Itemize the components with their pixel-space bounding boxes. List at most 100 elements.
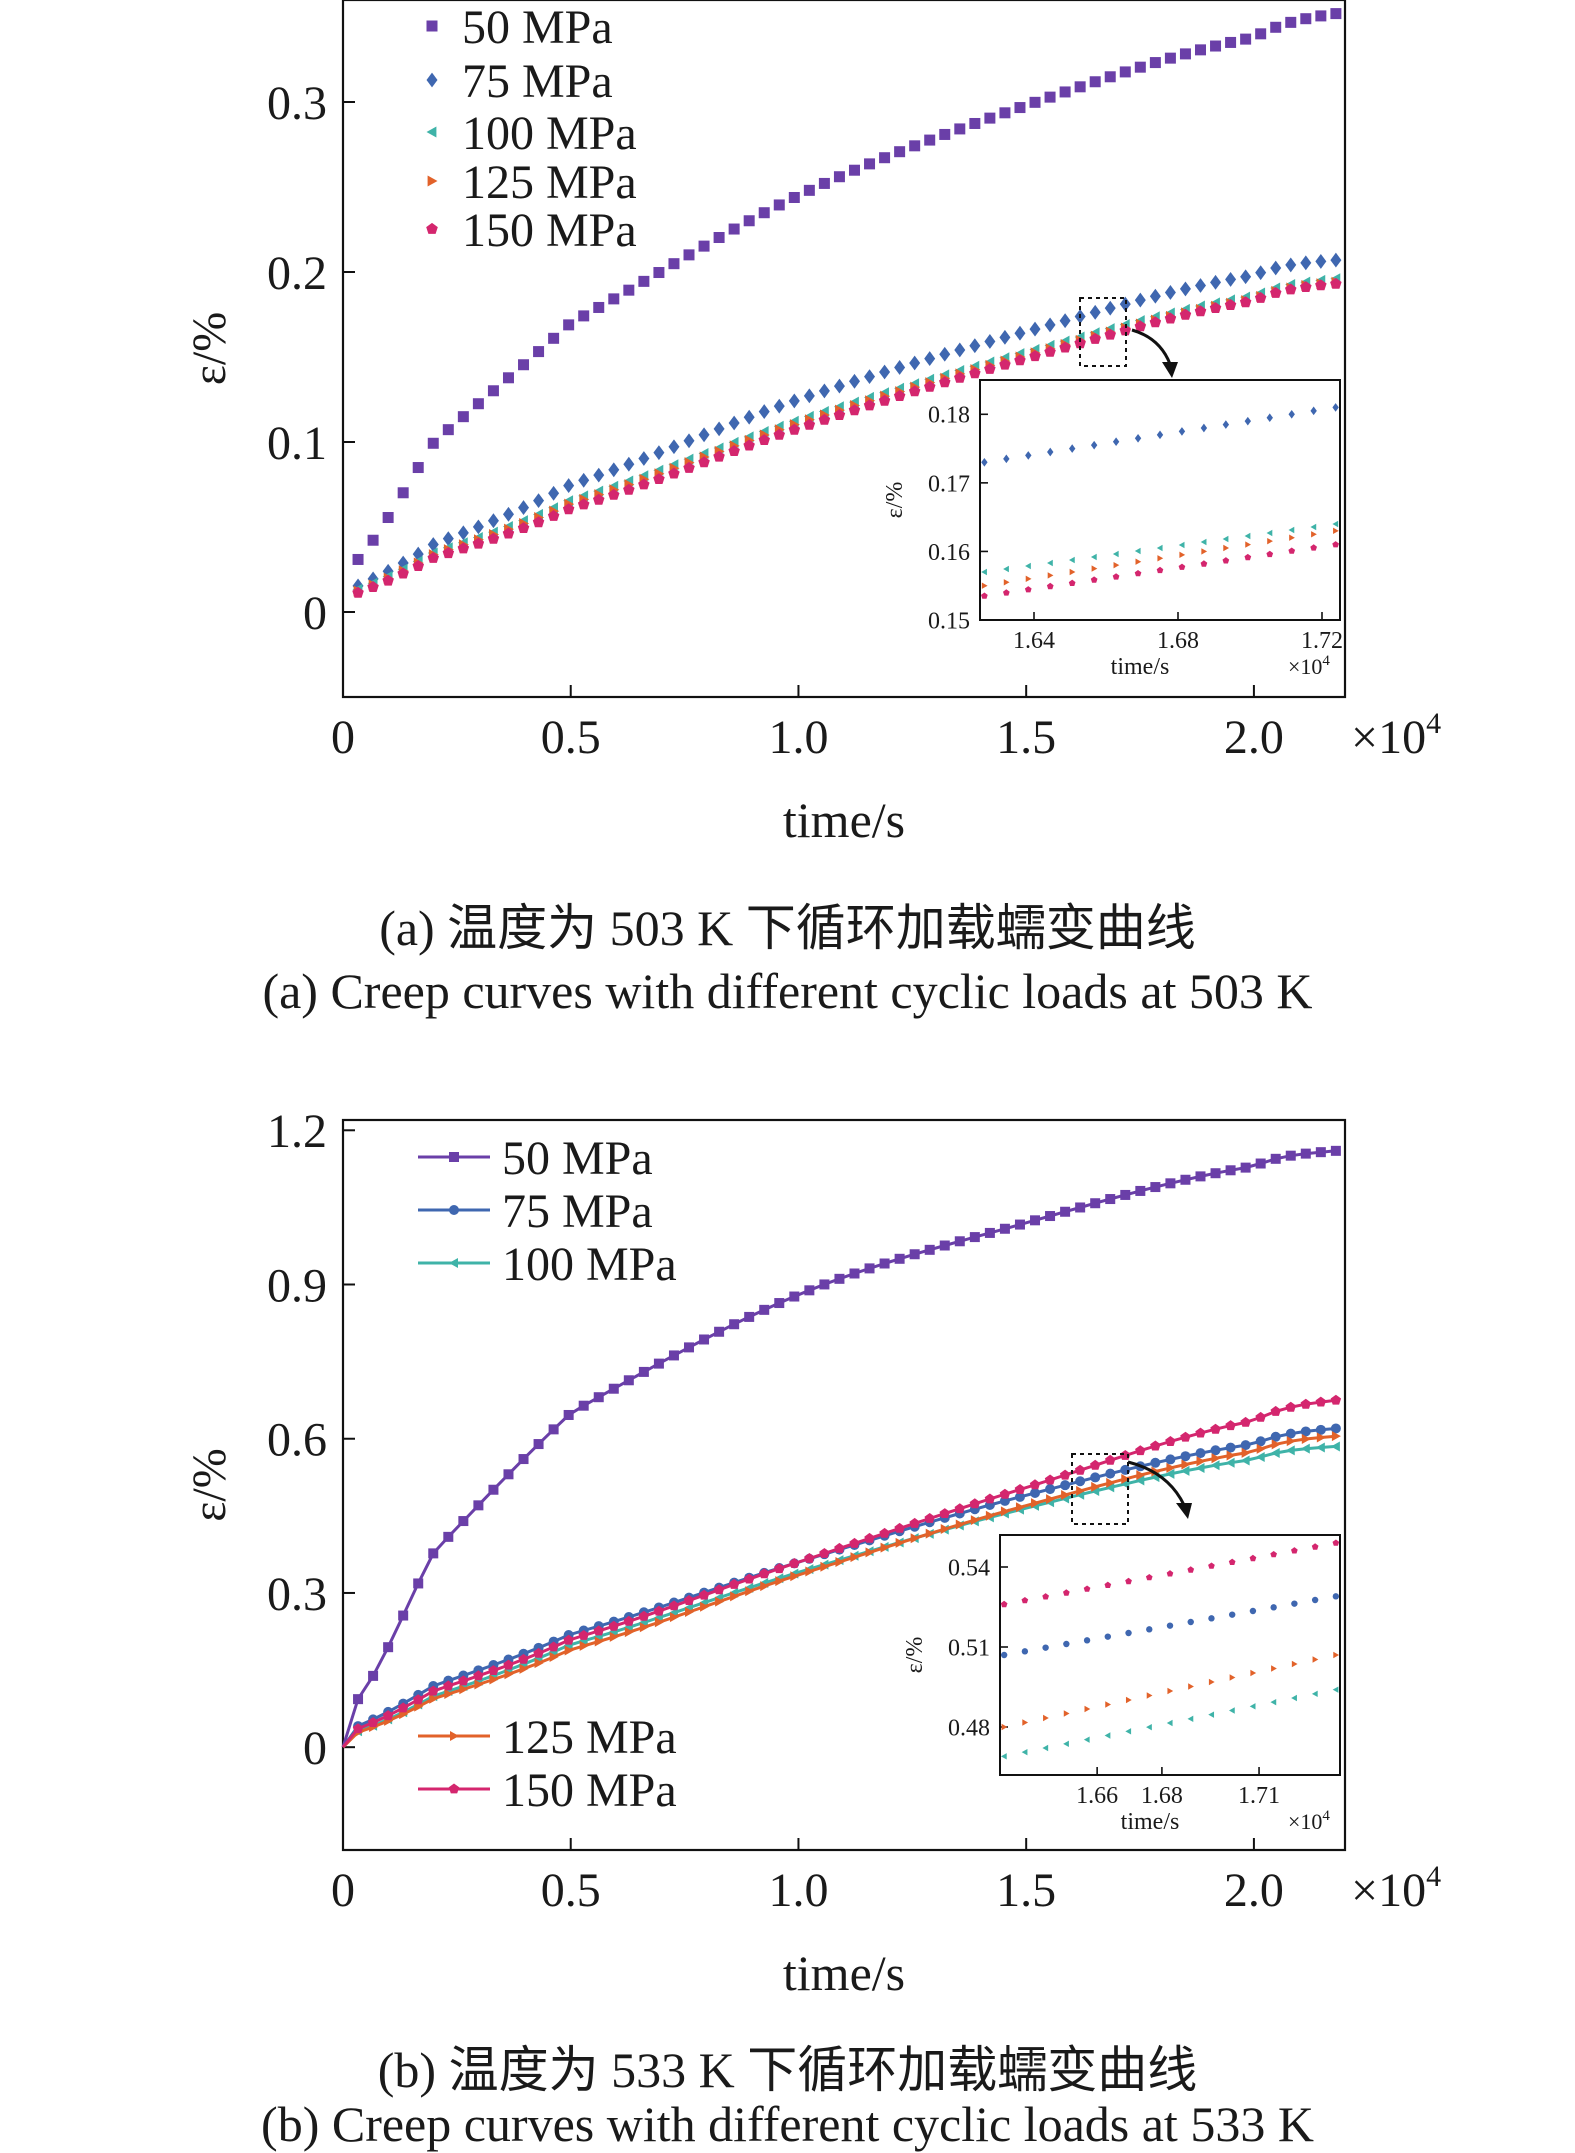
chart-a-data-point-50-mpa: [442, 424, 454, 436]
chart-a-data-point-150-mpa: [472, 537, 485, 549]
chart-b-data-point-125-mpa: [835, 1556, 845, 1567]
chart-a-data-point-75-mpa: [879, 364, 891, 380]
chart-b-data-point-150-mpa: [443, 1680, 454, 1691]
chart-b-data-point-50-mpa: [1150, 1182, 1161, 1193]
chart-b-data-point-75-mpa: [1300, 1426, 1311, 1437]
chart-a-data-point-150-mpa: [1194, 305, 1207, 317]
chart-a-data-point-150-mpa: [1300, 281, 1312, 292]
chart-a-data-point-150-mpa: [728, 445, 740, 456]
chart-a-data-point-150-mpa: [1315, 279, 1327, 291]
chart-a-data-point-150-mpa: [608, 488, 620, 500]
chart-a-inset-data-point: [981, 457, 988, 467]
chart-a-data-point-75-mpa: [984, 334, 996, 349]
chart-a-data-point-150-mpa: [1059, 341, 1071, 353]
chart-b-data-point-150-mpa: [428, 1685, 439, 1696]
chart-a-data-point-50-mpa: [818, 177, 830, 189]
chart-b-data-point-150-mpa: [744, 1573, 755, 1584]
chart-a-inset-data-point: [981, 592, 988, 599]
chart-b-inset-data-point: [1146, 1692, 1153, 1699]
chart-b-data-point-150-mpa: [563, 1634, 574, 1645]
chart-a-legend-item-125-mpa: 125 MPa: [427, 156, 637, 209]
chart-a-data-point-50-mpa: [1300, 13, 1312, 25]
chart-b-data-point-50-mpa: [864, 1263, 875, 1274]
chart-b-data-point-150-mpa: [1090, 1459, 1101, 1470]
chart-b-inset-data-point: [1021, 1648, 1029, 1655]
chart-b-data-point-50-mpa: [774, 1298, 785, 1309]
chart-b-x-tick-label: 0: [331, 1864, 355, 1917]
chart-b-data-point-150-mpa: [939, 1508, 950, 1518]
chart-a-data-point-75-mpa: [803, 388, 815, 404]
chart-b-data-point-100-mpa: [1255, 1451, 1265, 1462]
chart-a-data-point-75-mpa: [969, 338, 981, 354]
chart-b-data-point-50-mpa: [1285, 1150, 1296, 1161]
chart-a-inset-data-point: [1266, 550, 1274, 558]
chart-a-legend-item-100-mpa: 100 MPa: [426, 107, 637, 160]
chart-b-data-point-50-mpa: [638, 1366, 649, 1377]
chart-b-data-point-150-mpa: [352, 1723, 364, 1734]
chart-b-data-point-150-mpa: [1225, 1420, 1236, 1431]
chart-b-x-tick-label: 1.5: [996, 1864, 1056, 1917]
chart-b-legend-label: 50 MPa: [502, 1132, 653, 1185]
chart-a-data-point-50-mpa: [502, 372, 514, 384]
chart-b-y-tick-label: 0.6: [267, 1414, 327, 1467]
chart-a-inset-data-point: [1025, 562, 1031, 570]
chart-b-data-point-125-mpa: [715, 1596, 725, 1607]
chart-b-data-point-150-mpa: [1240, 1416, 1251, 1427]
chart-b-data-point-150-mpa: [382, 1710, 394, 1721]
chart-a-inset-data-point: [1222, 535, 1229, 543]
chart-b-data-point-100-mpa: [1135, 1475, 1145, 1486]
chart-a-inset-data-point: [1178, 427, 1186, 436]
chart-a-legend-label: 100 MPa: [462, 107, 637, 160]
chart-a-inset-data-point: [1288, 409, 1295, 419]
chart-b-data-point-150-mpa: [1165, 1436, 1176, 1446]
chart-a-data-point-150-mpa: [803, 418, 816, 430]
chart-b-inset-data-point: [1043, 1714, 1049, 1722]
chart-b-inset-data-point: [1000, 1651, 1008, 1659]
chart-a-data-point-75-mpa: [1255, 265, 1267, 281]
chart-a-inset-series-75-mpa: [981, 403, 1339, 467]
chart-a-data-point-50-mpa: [1044, 91, 1056, 103]
chart-a-inset-data-point: [1244, 532, 1251, 540]
chart-b-data-point-150-mpa: [834, 1542, 845, 1553]
chart-b-legend-label: 150 MPa: [502, 1764, 677, 1817]
chart-b-data-point-150-mpa: [367, 1717, 379, 1727]
chart-a-data-point-50-mpa: [382, 512, 394, 524]
chart-a-data-point-75-mpa: [713, 421, 725, 437]
chart-b-data-point-50-mpa: [1315, 1147, 1326, 1158]
chart-a-data-point-75-mpa: [924, 351, 936, 367]
chart-b-data-point-125-mpa: [1061, 1489, 1071, 1500]
chart-a-data-point-75-mpa: [1089, 304, 1101, 320]
chart-b-legend-item-100-mpa: 100 MPa: [418, 1238, 677, 1291]
chart-a-data-point-50-mpa: [1134, 61, 1146, 73]
chart-a-data-point-50-mpa: [593, 301, 605, 313]
chart-b-x-tick-label: 2.0: [1224, 1864, 1284, 1917]
chart-b-inset-data-point: [1000, 1600, 1008, 1608]
chart-b-data-point-125-mpa: [624, 1627, 634, 1638]
chart-b-data-point-150-mpa: [503, 1659, 514, 1670]
chart-a-inset-x-tick-label: 1.68: [1157, 628, 1199, 654]
chart-b-data-point-150-mpa: [1315, 1396, 1327, 1407]
chart-a-data-point-150-mpa: [773, 428, 785, 440]
chart-b-inset-data-point: [1125, 1728, 1132, 1735]
chart-a-data-point-75-mpa: [502, 506, 514, 522]
chart-a-data-point-150-mpa: [517, 522, 530, 533]
chart-b-data-point-125-mpa: [1331, 1431, 1341, 1442]
chart-a-zoom-region-box: [1079, 297, 1127, 367]
chart-b-data-point-100-mpa: [1285, 1445, 1295, 1456]
chart-a-legend-item-75-mpa: 75 MPa: [426, 55, 613, 108]
chart-b-data-point-150-mpa: [879, 1527, 890, 1538]
chart-a-data-point-75-mpa: [1014, 325, 1026, 341]
chart-b-data-point-50-mpa: [834, 1273, 845, 1284]
chart-b-data-point-50-mpa: [909, 1249, 920, 1260]
chart-a-data-point-50-mpa: [1225, 36, 1237, 48]
chart-a-inset-data-point: [1244, 416, 1252, 426]
chart-a-data-point-50-mpa: [864, 158, 876, 170]
chart-a-data-point-75-mpa: [788, 393, 800, 409]
chart-b-data-point-125-mpa: [1000, 1506, 1010, 1517]
chart-b-data-point-50-mpa: [563, 1409, 574, 1420]
chart-a-data-point-150-mpa: [1179, 308, 1192, 320]
chart-b-inset-data-point: [1000, 1753, 1007, 1760]
chart-b-data-point-50-mpa: [729, 1319, 740, 1330]
chart-a-data-point-150-mpa: [758, 434, 770, 445]
chart-a-data-point-150-mpa: [1239, 296, 1252, 308]
